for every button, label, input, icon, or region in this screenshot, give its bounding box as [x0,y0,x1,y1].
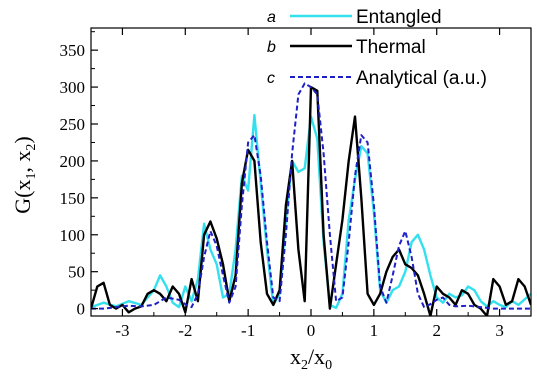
y-tick-label: 0 [77,300,86,319]
x-tick-label: 0 [307,321,316,340]
legend-letter: a [267,9,276,26]
legend: a Entangled b Thermal c Analytical (a.u.) [267,7,487,89]
x-tick-label: 1 [370,321,379,340]
y-tick-label: 100 [60,226,86,245]
y-axis-title: G(x1, x2) [10,136,39,214]
x-tick-label: 3 [495,321,504,340]
x-tick-label: -2 [178,321,192,340]
x-tick-label: 2 [432,321,441,340]
y-tick-label: 50 [68,263,85,282]
y-tick-label: 200 [60,152,86,171]
series-line-entangled [91,113,531,310]
x-tick-label: -3 [115,321,129,340]
legend-letter: c [267,70,275,87]
legend-letter: b [267,39,276,56]
series-layer [91,82,531,316]
y-tick-label: 350 [60,41,86,60]
legend-label: Entangled [356,7,442,28]
axes-layer: -3 -2 -1 0 1 2 3 0 50 100 150 200 250 300 350 [60,28,532,340]
legend-label: Thermal [356,37,426,58]
y-tick-label: 300 [60,78,86,97]
x-axis-title: x2/x0 [290,344,332,373]
x-tick-label: -1 [241,321,255,340]
y-tick-label: 250 [60,115,86,134]
series-line-analytical-a-u [91,82,531,310]
legend-label: Analytical (a.u.) [356,68,487,89]
y-tick-label: 150 [60,189,86,208]
